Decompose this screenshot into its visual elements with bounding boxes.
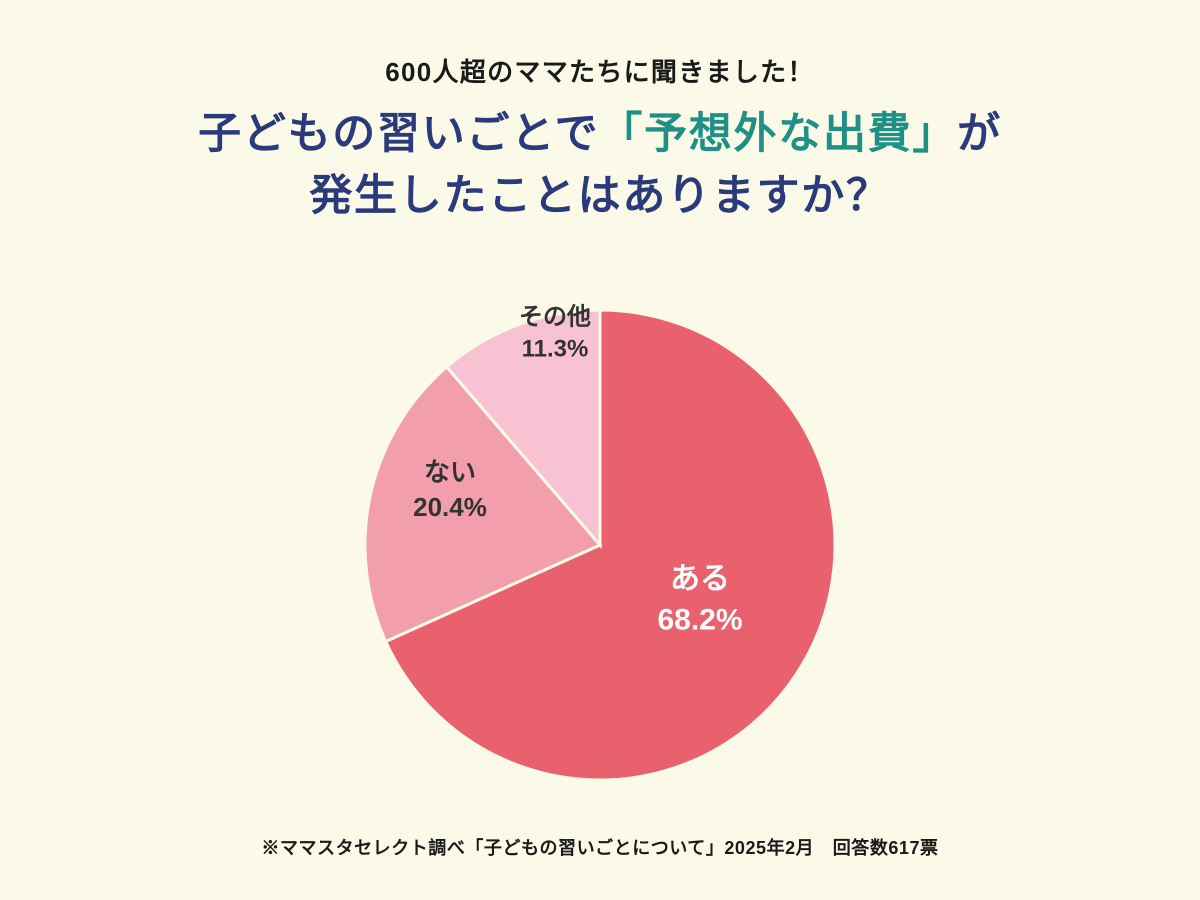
pie-label-nai: ない20.4%: [413, 455, 487, 525]
subtitle: 600人超のママたちに聞きました！: [0, 52, 1200, 89]
title-line2: 発生したことはありますか？: [309, 172, 890, 220]
main-title: 子どもの習いごとで「予想外な出費」が 発生したことはありますか？: [0, 103, 1200, 228]
pie-label-aru: ある68.2%: [657, 560, 742, 641]
pie-label-value: 11.3%: [519, 334, 591, 366]
title-highlight: 「予想外な出費」: [599, 110, 957, 158]
header: 600人超のママたちに聞きました！ 子どもの習いごとで「予想外な出費」が 発生し…: [0, 0, 1200, 228]
pie-label-value: 20.4%: [413, 490, 487, 525]
title-part1: 子どもの習いごとで: [198, 110, 599, 158]
title-part2: が: [957, 110, 1002, 158]
pie-chart: ある68.2%ない20.4%その他11.3%: [365, 310, 835, 780]
pie-label-name: その他: [519, 302, 591, 334]
pie-label-name: ある: [657, 560, 742, 601]
pie-label-value: 68.2%: [657, 600, 742, 641]
pie-label-other: その他11.3%: [519, 302, 591, 367]
pie-label-name: ない: [413, 455, 487, 490]
footnote: ※ママスタセレクト調べ「子どもの習いごとについて」2025年2月 回答数617票: [0, 834, 1200, 860]
